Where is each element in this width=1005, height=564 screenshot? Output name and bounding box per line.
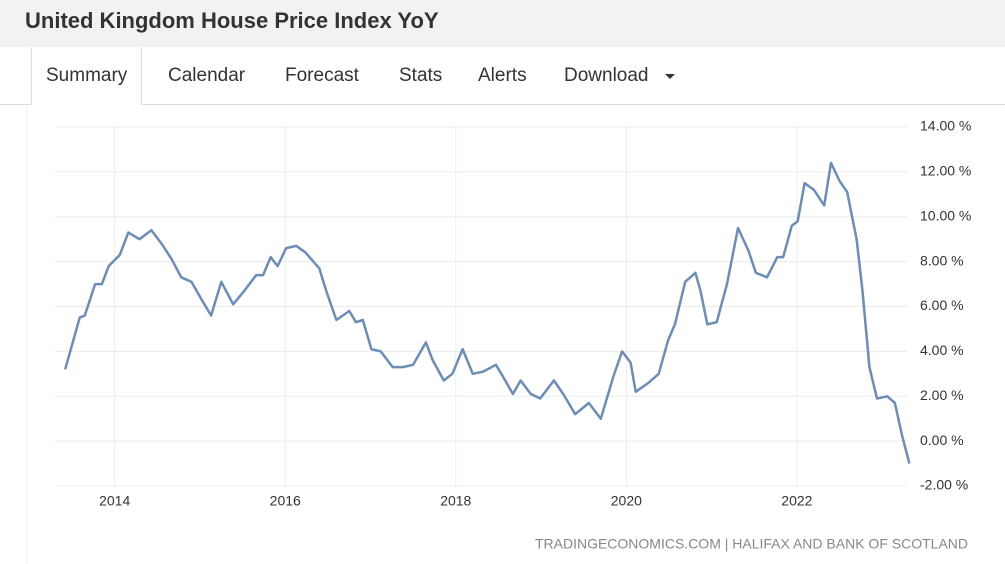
y-tick-label: 4.00 % xyxy=(920,342,964,358)
tab[interactable]: Summary xyxy=(31,47,143,105)
x-tick-label: 2020 xyxy=(611,493,642,509)
y-tick-label: 12.00 % xyxy=(920,163,971,179)
dropdown-caret xyxy=(665,74,675,79)
header: United Kingdom House Price Index YoY xyxy=(0,0,1005,47)
y-tick-label: -2.00 % xyxy=(920,477,968,493)
tab[interactable]: Download xyxy=(564,65,649,86)
data-line xyxy=(63,161,911,464)
y-tick-label: 6.00 % xyxy=(920,297,964,313)
tab[interactable]: Stats xyxy=(399,65,443,86)
page-title: United Kingdom House Price Index YoY xyxy=(25,8,439,33)
y-tick-label: 8.00 % xyxy=(920,252,964,268)
tab-bar: Summary Calendar Forecast Stats Alerts D… xyxy=(0,47,1005,105)
x-tick-label: 2018 xyxy=(440,493,471,509)
y-tick-label: 0.00 % xyxy=(920,432,964,448)
tab[interactable]: Forecast xyxy=(285,65,359,86)
tab[interactable]: Calendar xyxy=(168,65,246,86)
y-tick-label: 10.00 % xyxy=(920,207,971,223)
chart: TRADINGECONOMICS.COM | HALIFAX AND BANK … xyxy=(26,105,971,564)
y-tick-label: 14.00 % xyxy=(920,118,971,134)
source: TRADINGECONOMICS.COM | HALIFAX AND BANK … xyxy=(535,536,968,552)
y-tick-label: 2.00 % xyxy=(920,387,964,403)
x-tick-label: 2022 xyxy=(781,493,812,509)
tab[interactable]: Alerts xyxy=(478,65,527,86)
x-tick-label: 2016 xyxy=(270,493,301,509)
x-tick-label: 2014 xyxy=(99,493,130,509)
